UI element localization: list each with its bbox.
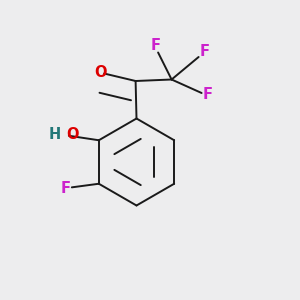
Text: O: O: [94, 65, 106, 80]
Text: F: F: [151, 38, 161, 53]
Text: F: F: [202, 87, 213, 102]
Text: O: O: [66, 127, 79, 142]
Text: F: F: [60, 181, 70, 196]
Text: H: H: [48, 127, 60, 142]
Text: F: F: [200, 44, 210, 59]
